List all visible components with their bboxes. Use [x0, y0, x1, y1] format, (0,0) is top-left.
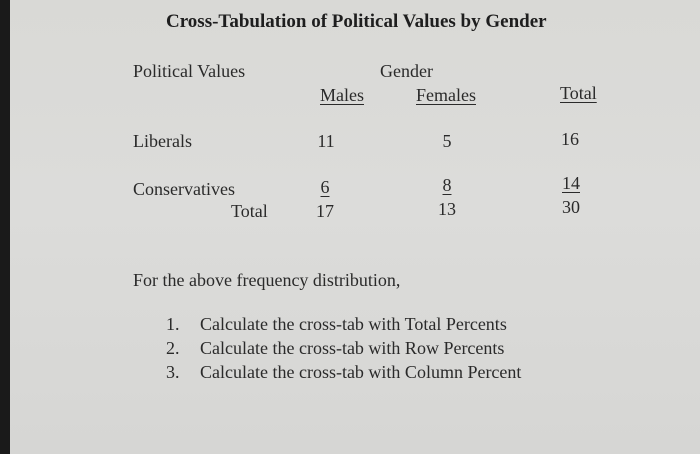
task-text: Calculate the cross-tab with Total Perce… [200, 314, 507, 334]
cell-liberals-males: 11 [317, 131, 335, 151]
cell-liberals-total: 16 [561, 129, 579, 149]
instruction-text: For the above frequency distribution, [133, 270, 401, 290]
col-header-females: Females [416, 85, 476, 105]
group-header: Gender [380, 61, 433, 81]
task-number: 1. [166, 314, 180, 334]
task-text: Calculate the cross-tab with Column Perc… [200, 362, 522, 382]
col-header-total: Total [560, 83, 597, 103]
cell-conservatives-total: 14 [562, 173, 580, 193]
cell-conservatives-males: 6 [320, 177, 330, 197]
cell-conservatives-females: 8 [442, 175, 452, 195]
cell-total-females: 13 [438, 199, 456, 219]
col-header-males: Males [320, 85, 364, 105]
page-title: Cross-Tabulation of Political Values by … [166, 11, 547, 32]
cell-total-total: 30 [562, 197, 580, 217]
task-number: 3. [166, 362, 180, 382]
row-label-conservatives: Conservatives [133, 179, 235, 199]
row-label-total: Total [231, 201, 268, 221]
row-label-liberals: Liberals [133, 131, 192, 151]
cell-liberals-females: 5 [442, 131, 452, 151]
row-header: Political Values [133, 61, 246, 81]
cell-total-males: 17 [316, 201, 334, 221]
document-page [10, 0, 700, 454]
task-text: Calculate the cross-tab with Row Percent… [200, 338, 505, 358]
task-number: 2. [166, 338, 180, 358]
